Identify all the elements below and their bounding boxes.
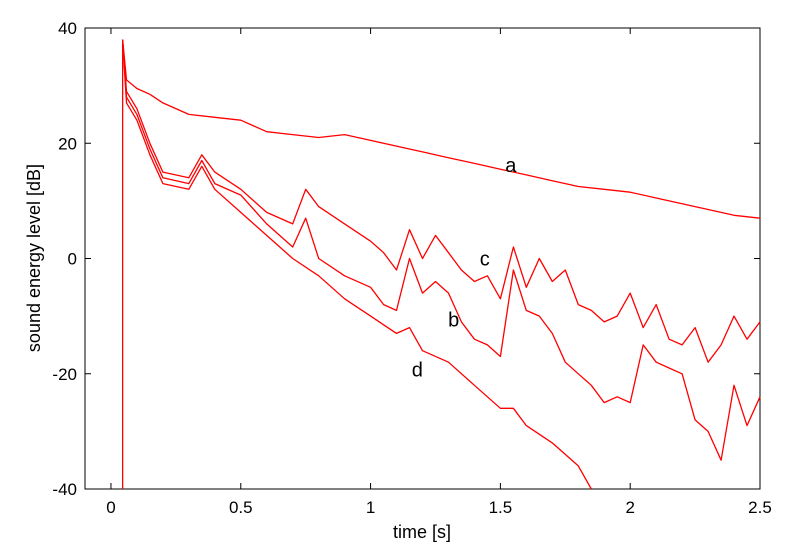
x-tick-label: 1.5 bbox=[489, 498, 513, 517]
x-tick-label: 1 bbox=[366, 498, 375, 517]
y-tick-label: -40 bbox=[52, 480, 77, 499]
series-annotation-d: d bbox=[412, 360, 423, 382]
x-tick-label: 0 bbox=[106, 498, 115, 517]
series-line-b bbox=[121, 39, 761, 461]
y-axis-label: sound energy level [dB] bbox=[24, 164, 44, 352]
series-annotation-c: c bbox=[480, 249, 490, 271]
y-tick-label: 40 bbox=[58, 19, 77, 38]
series-annotation-b: b bbox=[448, 310, 459, 332]
series-annotation-a: a bbox=[505, 155, 517, 177]
y-tick-label: -20 bbox=[52, 365, 77, 384]
x-axis-label: time [s] bbox=[393, 522, 451, 542]
y-tick-label: 0 bbox=[68, 250, 77, 269]
axis-layer: 0 0.5 1 1.5 2 2.5 -40 -20 0 20 40 bbox=[52, 19, 771, 517]
series-line-a bbox=[121, 39, 761, 219]
series-line-c bbox=[121, 39, 761, 363]
series-layer bbox=[121, 39, 761, 490]
x-tick-label: 0.5 bbox=[229, 498, 253, 517]
y-tick-label: 20 bbox=[58, 134, 77, 153]
x-tick-label: 2 bbox=[625, 498, 634, 517]
x-tick-label: 2.5 bbox=[748, 498, 772, 517]
series-line-d bbox=[121, 39, 592, 490]
annotation-layer: a b c d bbox=[412, 155, 517, 382]
